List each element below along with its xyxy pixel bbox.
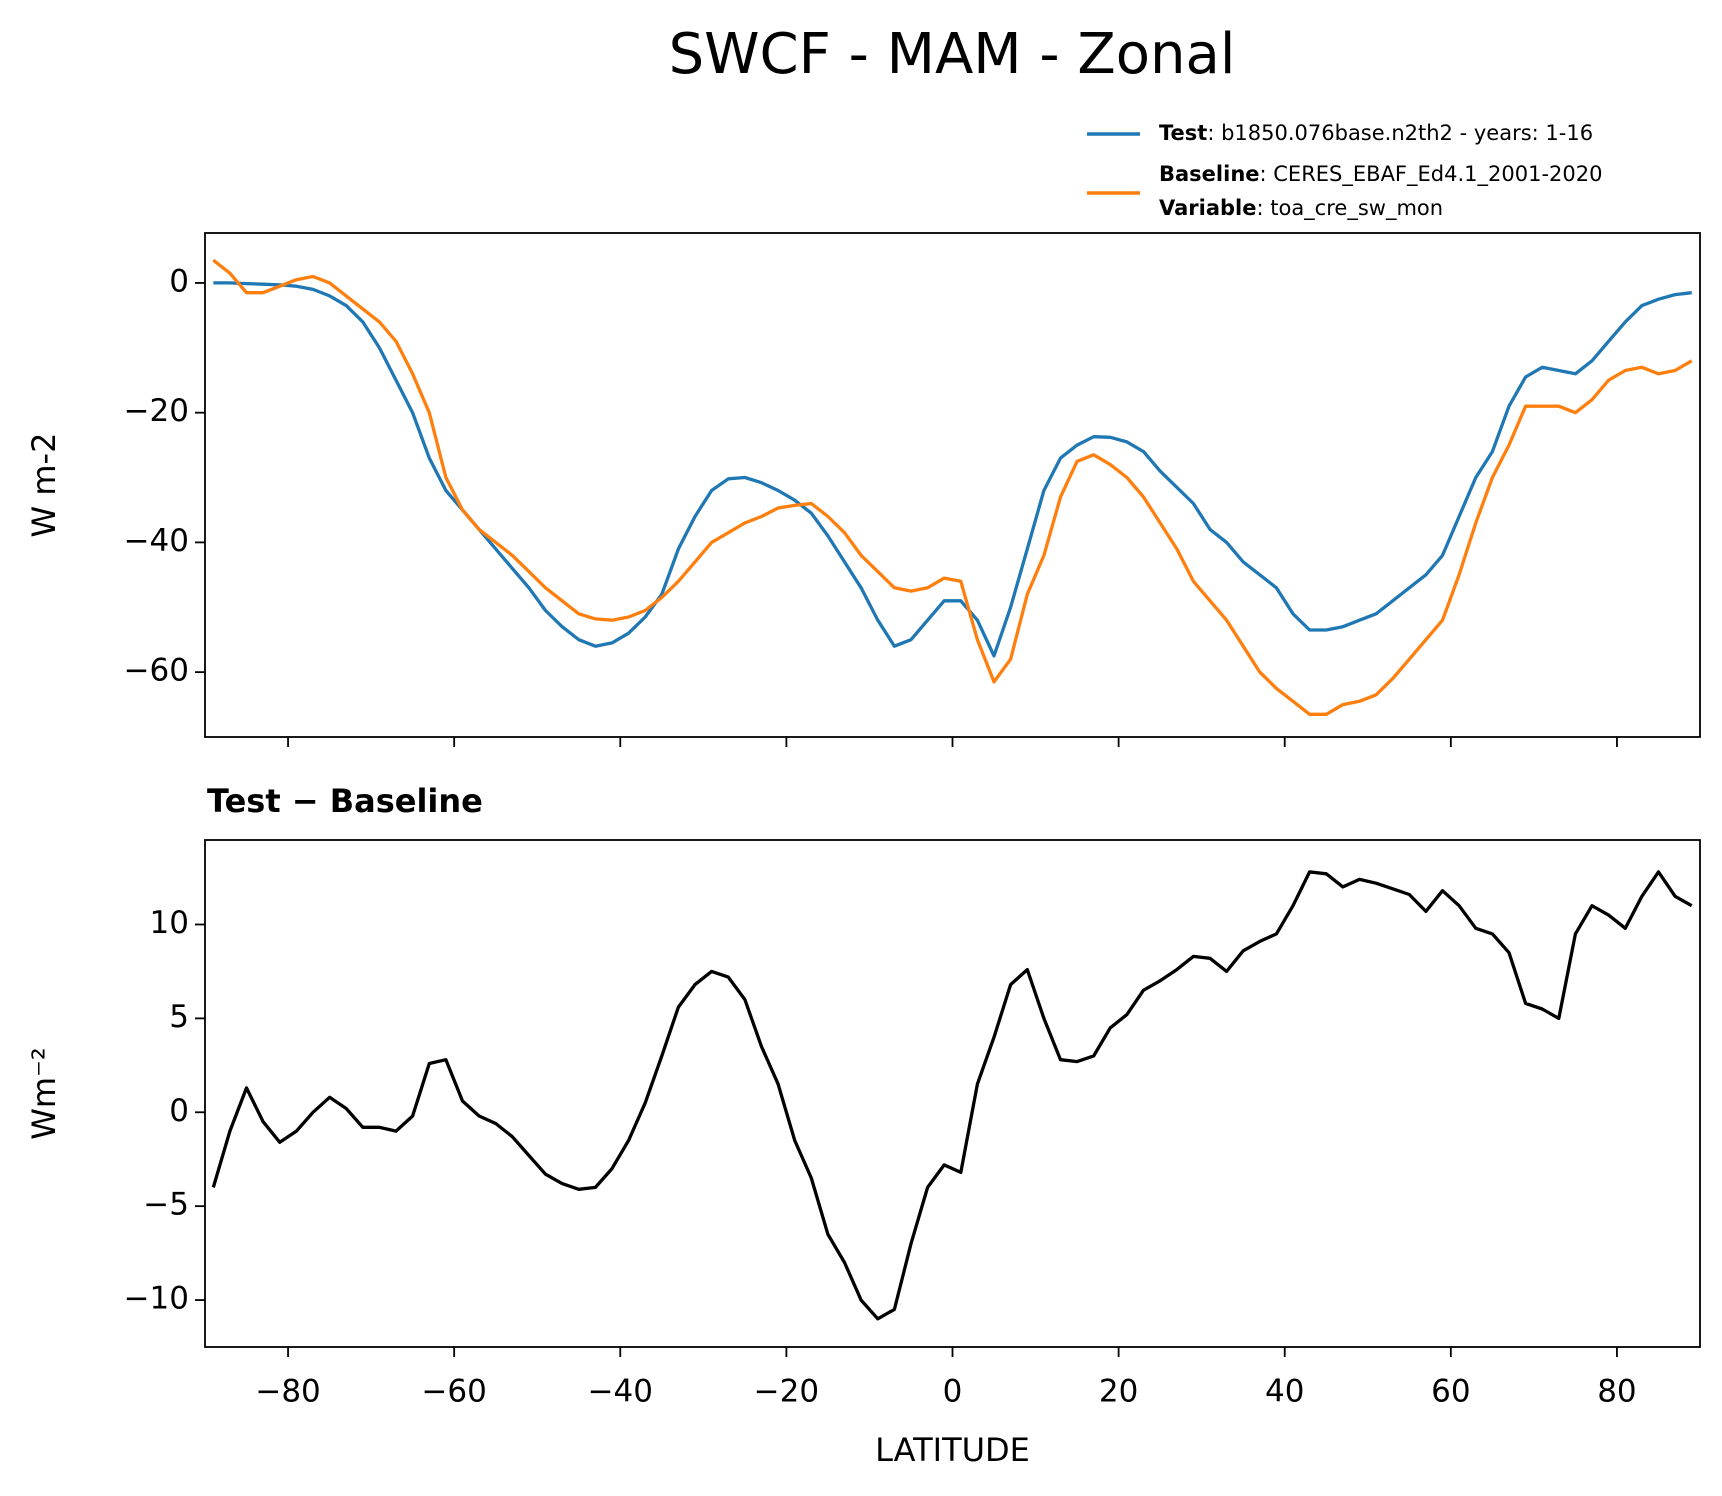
legend-label: Variable: toa_cre_sw_mon [1159, 196, 1443, 221]
legend-name: Test [1159, 121, 1207, 145]
data-line [211, 870, 1693, 1321]
subplot-title: Test − Baseline [207, 782, 483, 820]
x-tick-label: 60 [1431, 1374, 1470, 1410]
y-tick-label: 5 [169, 999, 189, 1035]
y-tick-label: 0 [169, 1093, 189, 1129]
x-tick-label: 80 [1597, 1374, 1636, 1410]
y-tick-label: −40 [124, 523, 189, 559]
axes-frame [204, 839, 1701, 1348]
x-tick-label: −60 [421, 1374, 486, 1410]
y-tick-label: 0 [169, 263, 189, 299]
x-axis-label: LATITUDE [875, 1431, 1030, 1469]
y-axis-label: Wm⁻² [25, 1047, 63, 1140]
legend-text: : b1850.076base.n2th2 - years: 1-16 [1207, 121, 1593, 145]
figure-title: SWCF - MAM - Zonal [669, 22, 1236, 87]
data-line [212, 258, 1693, 716]
legend-name: Variable [1159, 196, 1256, 220]
y-tick-label: 10 [150, 905, 189, 941]
x-tick-label: −40 [588, 1374, 653, 1410]
legend-name: Baseline [1159, 162, 1260, 186]
x-tick-label: 40 [1265, 1374, 1304, 1410]
x-tick-label: 0 [943, 1374, 963, 1410]
y-tick-label: −10 [124, 1281, 189, 1317]
x-tick-label: −80 [255, 1374, 320, 1410]
x-tick-label: 20 [1099, 1374, 1138, 1410]
y-tick-label: −5 [143, 1187, 189, 1223]
y-tick-label: −60 [124, 653, 189, 689]
data-line [213, 281, 1692, 658]
legend-label: Baseline: CERES_EBAF_Ed4.1_2001-2020 [1159, 162, 1602, 187]
legend-text: : CERES_EBAF_Ed4.1_2001-2020 [1260, 162, 1603, 187]
axes-frame [204, 232, 1701, 738]
x-tick-label: −20 [754, 1374, 819, 1410]
legend-text: : toa_cre_sw_mon [1256, 196, 1443, 221]
legend-label: Test: b1850.076base.n2th2 - years: 1-16 [1159, 121, 1593, 145]
y-tick-label: −20 [124, 393, 189, 429]
y-axis-label: W m-2 [25, 433, 63, 538]
